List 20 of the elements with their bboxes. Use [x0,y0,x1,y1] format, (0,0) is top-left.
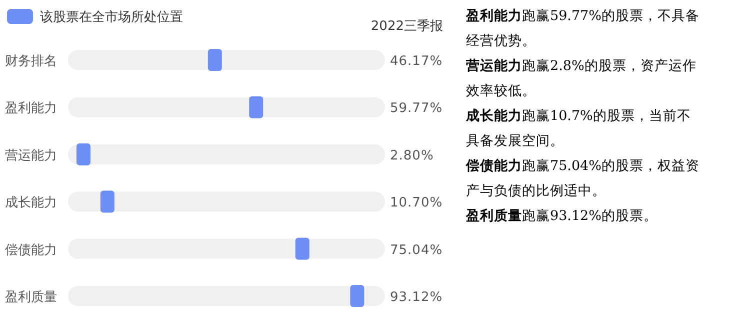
data-label: 75.04% [390,242,443,258]
category: 财务排名 [5,54,57,69]
text: 2022三季报 [370,19,443,34]
text: 盈利质量跑赢93.12%的股票。 [466,208,658,224]
legend-label: 该股票在全市场所处位置 [40,9,183,25]
data-label: 59.77% [390,101,443,116]
category: 营运能力 [5,148,57,164]
legend: 该股票在全市场所处位置 [7,9,183,25]
data-label: 2.80% [390,148,434,164]
data-label: 93.12% [390,290,443,305]
text: 营运能力跑赢2.8%的股票，资产运作效率较低。 [466,58,696,99]
category: 成长能力 [5,196,57,211]
text: 偿债能力跑赢75.04%的股票，权益资产与负债的比例适中。 [466,158,700,199]
data-label: 46.17% [390,54,443,69]
category: 偿债能力 [5,242,57,258]
category: 盈利能力 [5,101,57,116]
text: 成长能力跑赢10.7%的股票，当前不具备发展空间。 [466,108,691,149]
category: 盈利质量 [5,290,57,305]
data-label: 10.70% [390,196,443,211]
text: 盈利能力跑赢59.77%的股票，不具备经营优势。 [466,8,700,49]
